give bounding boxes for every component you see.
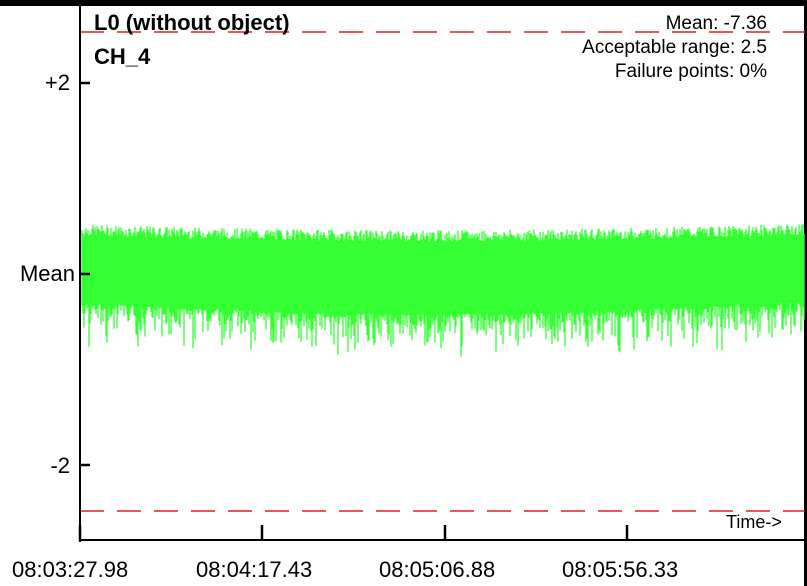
y-tick-label: Mean bbox=[19, 261, 75, 286]
chart-subtitle: CH_4 bbox=[94, 44, 151, 69]
threshold-lines bbox=[80, 31, 805, 512]
chart-title: L0 (without object) bbox=[94, 10, 290, 35]
signal-series bbox=[81, 224, 805, 357]
x-tick-label: 08:03:27.98 bbox=[12, 557, 129, 582]
signal-line bbox=[81, 224, 805, 357]
mean-stat: Mean: -7.36 bbox=[665, 13, 767, 34]
x-tick-label: 08:04:17.43 bbox=[196, 557, 313, 582]
y-tick-label: -2 bbox=[50, 453, 70, 478]
top-border bbox=[0, 0, 807, 6]
failure-stat: Failure points: 0% bbox=[614, 61, 767, 82]
x-tick-label: 08:05:06.88 bbox=[379, 557, 496, 582]
axes bbox=[78, 6, 805, 542]
x-tick-label: 08:05:56.33 bbox=[562, 557, 679, 582]
x-axis-label: Time-> bbox=[726, 512, 782, 532]
y-tick-label: +2 bbox=[44, 70, 70, 95]
right-border bbox=[804, 0, 807, 586]
range-stat: Acceptable range: 2.5 bbox=[582, 37, 767, 58]
